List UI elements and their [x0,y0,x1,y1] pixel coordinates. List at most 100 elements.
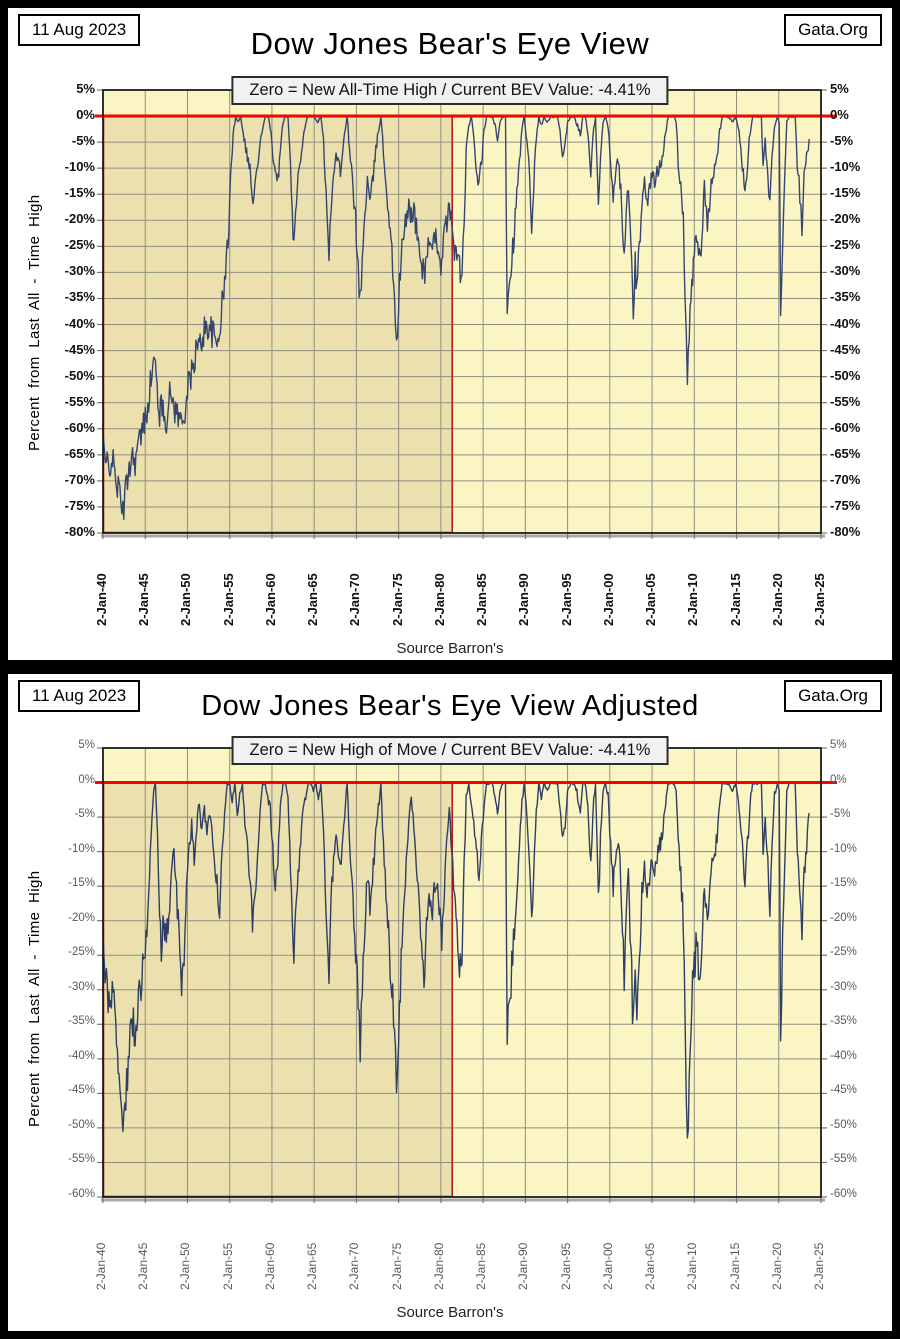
x-tick-label: 2-Jan-05 [643,1242,658,1290]
x-tick-label: 2-Jan-80 [431,573,447,626]
y-tick-label-left: -40% [68,1049,95,1062]
y-tick-label-right: -55% [830,1153,857,1166]
x-tick-label: 2-Jan-00 [600,1242,615,1290]
x-tick-label: 2-Jan-75 [389,573,405,626]
y-tick-label-right: -55% [830,393,861,409]
y-tick-label-left: -15% [68,877,95,890]
x-tick-label: 2-Jan-15 [727,573,743,626]
x-tick-label: 2-Jan-90 [516,573,532,626]
x-tick-label: 2-Jan-15 [727,1242,742,1290]
x-tick-label: 2-Jan-60 [262,573,278,626]
y-tick-label-left: -55% [64,393,95,409]
x-tick-label: 2-Jan-05 [643,573,659,626]
y-tick-label-right: -70% [830,471,861,487]
x-tick-label: 2-Jan-10 [685,573,701,626]
x-tick-label: 2-Jan-80 [431,1242,446,1290]
y-tick-label-left: -20% [64,211,95,227]
y-tick-label-left: -25% [64,237,95,253]
source-label: Source Barron's [396,1304,504,1321]
x-tick-label: 2-Jan-75 [389,1242,404,1290]
y-tick-label-right: -25% [830,946,857,959]
y-tick-label-left: 0% [78,773,95,786]
x-tick-label: 2-Jan-40 [94,1242,108,1290]
y-tick-label-left: -60% [64,419,95,435]
y-tick-label-left: -5% [71,133,95,149]
source-label: Source Barron's [396,640,504,657]
y-tick-label-left: -50% [68,1118,95,1131]
y-tick-label-right: -35% [830,289,861,305]
y-tick-label-left: -25% [68,946,95,959]
y-tick-label-right: -50% [830,1118,857,1131]
y-tick-label-right: -35% [830,1015,857,1028]
y-tick-label-right: -10% [830,159,861,175]
chart-title: Dow Jones Bear's Eye View [250,26,650,61]
y-tick-label-right: -45% [830,1084,857,1097]
x-tick-label: 2-Jan-20 [769,1242,784,1290]
y-tick-label-right: -80% [830,524,861,539]
y-tick-label-left: -55% [68,1153,95,1166]
y-tick-label-right: -30% [830,263,861,279]
y-tick-label-left: 0% [76,107,95,123]
y-tick-label-right: 0% [830,773,847,786]
subtitle-box: Zero = New High of Move / Current BEV Va… [231,736,669,765]
y-tick-label-left: -5% [74,808,95,821]
x-tick-label: 2-Jan-65 [305,1242,320,1290]
brand-box: Gata.Org [784,680,882,712]
y-tick-label-right: -5% [830,808,851,821]
y-tick-label-right: -5% [830,133,854,149]
x-tick-label: 2-Jan-55 [220,1242,235,1290]
y-tick-label-right: -40% [830,1049,857,1062]
brand-box: Gata.Org [784,14,882,46]
subtitle-box: Zero = New All-Time High / Current BEV V… [231,76,669,105]
y-tick-label-left: -80% [64,524,95,539]
x-tick-label: 2-Jan-55 [220,573,236,626]
y-tick-label-right: -15% [830,185,861,201]
y-tick-label-right: -20% [830,211,861,227]
chart-title: Dow Jones Bear's Eye View Adjusted [201,690,699,722]
x-tick-label: 2-Jan-10 [685,1242,700,1290]
y-tick-label-right: -60% [830,1188,857,1200]
x-tick-label: 2-Jan-85 [474,573,490,626]
bev-chart-panel: 11 Aug 2023 Dow Jones Bear's Eye View Ga… [8,8,892,660]
x-tick-label: 2-Jan-60 [262,1242,277,1290]
y-tick-label-right: -10% [830,842,857,855]
x-tick-label: 2-Jan-25 [812,573,827,626]
x-tick-label: 2-Jan-95 [558,1242,573,1290]
y-tick-label-left: -70% [64,471,95,487]
y-tick-label-right: -65% [830,445,861,461]
y-tick-label-left: -35% [68,1015,95,1028]
y-tick-label-left: 5% [76,81,95,96]
x-tick-label: 2-Jan-90 [516,1242,531,1290]
y-tick-label-right: 5% [830,739,847,751]
y-tick-label-left: -60% [68,1188,95,1200]
y-tick-label-left: -45% [68,1084,95,1097]
y-tick-label-right: -60% [830,419,861,435]
date-box: 11 Aug 2023 [18,680,141,712]
y-tick-label-right: -25% [830,237,861,253]
bev-adjusted-chart-panel: 11 Aug 2023 Dow Jones Bear's Eye View Ad… [8,674,892,1331]
y-tick-label-left: -30% [68,980,95,993]
y-tick-label-left: -40% [64,315,95,331]
y-tick-label-left: -15% [64,185,95,201]
y-tick-label-right: -40% [830,315,861,331]
x-tick-label: 2-Jan-50 [178,1242,193,1290]
y-tick-label-left: -65% [64,445,95,461]
y-tick-label-left: -45% [64,341,95,357]
y-tick-label-right: -75% [830,497,861,513]
bev-adjusted-plot-svg [95,747,837,1203]
y-tick-label-left: -75% [64,497,95,513]
x-tick-label: 2-Jan-25 [812,1242,826,1290]
y-tick-label-left: -20% [68,911,95,924]
date-box: 11 Aug 2023 [18,14,141,46]
x-tick-label: 2-Jan-85 [474,1242,489,1290]
y-tick-label-right: -50% [830,367,861,383]
x-tick-label: 2-Jan-45 [136,1242,151,1290]
x-tick-label: 2-Jan-70 [347,573,363,626]
x-tick-label: 2-Jan-20 [769,573,785,626]
x-tick-label: 2-Jan-95 [558,573,574,626]
y-tick-label-right: 0% [830,107,849,123]
y-tick-label-left: -30% [64,263,95,279]
x-tick-label: 2-Jan-70 [347,1242,362,1290]
y-tick-label-left: -10% [68,842,95,855]
x-tick-label: 2-Jan-65 [305,573,321,626]
